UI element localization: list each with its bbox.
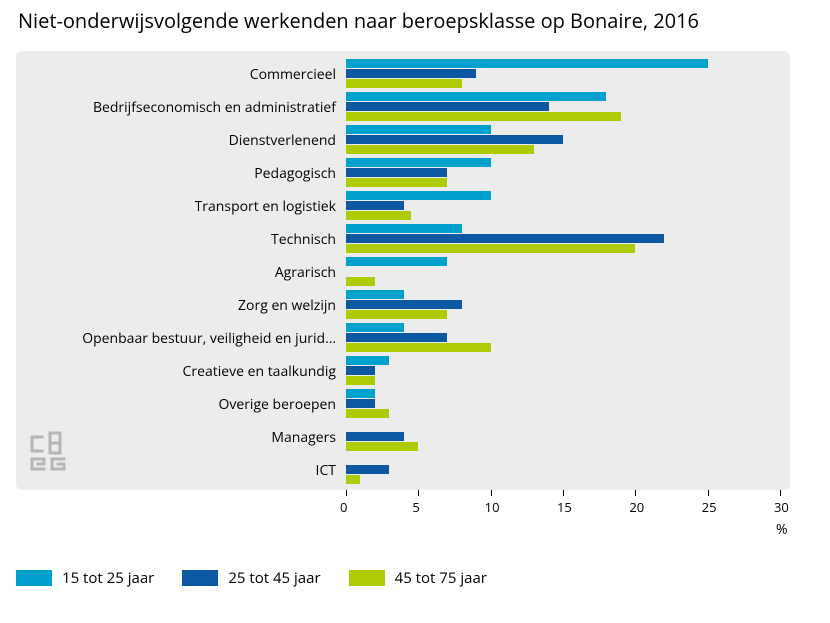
bar [346, 300, 462, 309]
grouped-bar-chart: Commercieel Bedrijfseconomisch en adminis… [16, 51, 790, 550]
bar [346, 102, 549, 111]
legend-swatch [182, 570, 218, 586]
bar [346, 409, 389, 418]
bar [346, 145, 534, 154]
axis-tick-label: 20 [629, 498, 644, 516]
axis-tick-mark [708, 490, 709, 496]
bar [346, 356, 389, 365]
bar [346, 59, 708, 68]
bar [346, 432, 404, 441]
category-label: Pedagogisch [254, 164, 336, 183]
bar [346, 135, 563, 144]
bar [346, 191, 491, 200]
axis-tick-label: 15 [557, 498, 572, 516]
legend-item: 15 tot 25 jaar [16, 568, 154, 588]
axis-tick-mark [563, 490, 564, 496]
axis-tick-label: 10 [485, 498, 500, 516]
category-label: Technisch [271, 230, 336, 249]
bar [346, 399, 375, 408]
bar [346, 257, 447, 266]
bar [346, 465, 389, 474]
category-label: Zorg en welzijn [238, 296, 336, 315]
axis-tick-mark [635, 490, 636, 496]
category-label: Overige beroepen [218, 395, 336, 414]
axis-tick-label: 5 [412, 498, 419, 516]
bar [346, 234, 664, 243]
legend-item: 45 tot 75 jaar [349, 568, 487, 588]
bar [346, 211, 411, 220]
bar [346, 112, 621, 121]
bar [346, 69, 476, 78]
bar [346, 366, 375, 375]
category-label: Transport en logistiek [195, 197, 336, 216]
category-label: ICT [316, 461, 336, 480]
bar [346, 244, 635, 253]
legend-label: 25 tot 45 jaar [228, 568, 320, 588]
legend: 15 tot 25 jaar 25 tot 45 jaar 45 tot 75 ja… [16, 568, 830, 588]
axis-tick-label: 25 [702, 498, 717, 516]
axis-tick-label: 30 [774, 498, 789, 516]
legend-swatch [16, 570, 52, 586]
category-label: Creatieve en taalkundig [183, 362, 336, 381]
bar [346, 389, 375, 398]
axis-unit-label: % [776, 520, 788, 539]
category-label: Agrarisch [275, 263, 336, 282]
legend-swatch [349, 570, 385, 586]
category-label: Bedrijfseconomisch en administratief [93, 98, 336, 117]
axis-tick-mark [780, 490, 781, 496]
bar [346, 158, 491, 167]
bar [346, 323, 404, 332]
page-title: Niet-onderwijsvolgende werkenden naar be… [0, 0, 830, 33]
bar [346, 343, 491, 352]
bar [346, 290, 404, 299]
bar [346, 277, 375, 286]
bar [346, 125, 491, 134]
axis-tick-mark [491, 490, 492, 496]
category-label: Managers [271, 428, 336, 447]
cbs-logo [28, 429, 72, 478]
bar [346, 442, 418, 451]
bar [346, 333, 447, 342]
bar [346, 376, 375, 385]
axis-tick-mark [418, 490, 419, 496]
bar [346, 168, 447, 177]
legend-label: 15 tot 25 jaar [62, 568, 154, 588]
bar [346, 79, 462, 88]
category-label: Dienstverlenend [229, 131, 336, 150]
bar [346, 475, 360, 484]
bar [346, 201, 404, 210]
bar [346, 310, 447, 319]
category-label: Commercieel [250, 65, 336, 84]
legend-item: 25 tot 45 jaar [182, 568, 320, 588]
legend-label: 45 tot 75 jaar [395, 568, 487, 588]
axis-tick-mark [346, 490, 347, 496]
bar [346, 92, 606, 101]
axis-tick-label: 0 [340, 498, 347, 516]
category-label: Openbaar bestuur, veiligheid en jurid… [82, 329, 336, 348]
bar [346, 224, 462, 233]
bar [346, 178, 447, 187]
